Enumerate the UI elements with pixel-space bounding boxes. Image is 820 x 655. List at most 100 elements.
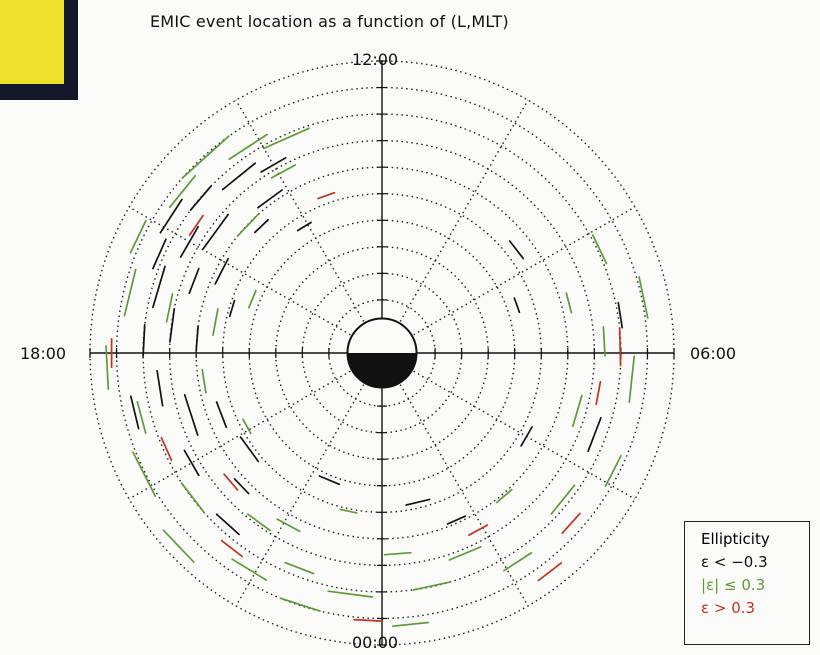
event-segment-neg <box>405 498 431 506</box>
event-segment-lin <box>105 344 110 390</box>
event-segment-neg <box>318 475 341 486</box>
event-segment-lin <box>242 418 252 435</box>
event-segment-neg <box>189 185 212 211</box>
grid-spoke <box>394 375 529 607</box>
grid-spoke <box>128 365 360 500</box>
event-segment-lin <box>495 488 513 504</box>
event-segment-lin <box>565 292 573 314</box>
legend-item-negative: ε < −0.3 <box>701 553 768 571</box>
event-segment-lin <box>247 289 257 309</box>
event-segment-neg <box>214 257 229 285</box>
event-segment-lin <box>236 214 259 237</box>
event-segment-lin <box>263 127 310 150</box>
event-segment-neg <box>513 297 521 314</box>
event-segment-pos <box>220 539 244 558</box>
event-segment-neg <box>156 369 164 407</box>
grid-spoke <box>235 375 370 607</box>
event-segment-lin <box>412 581 451 591</box>
event-segment-neg <box>152 238 167 270</box>
event-segment-lin <box>604 454 622 487</box>
mlt-label-dusk: 18:00 <box>20 344 67 363</box>
grid-spoke <box>128 206 360 341</box>
corner-graphic-fill <box>0 0 64 84</box>
event-segment-neg <box>179 225 200 258</box>
event-segment-pos <box>223 473 239 491</box>
grid-spoke <box>404 365 636 500</box>
event-segment-lin <box>276 518 301 533</box>
mlt-label-dawn: 06:00 <box>690 344 737 363</box>
event-segment-neg <box>221 162 257 191</box>
event-segment-lin <box>339 508 358 514</box>
mlt-label-midnight: 00:00 <box>352 633 399 652</box>
event-segment-neg <box>169 307 176 343</box>
event-segment-pos <box>188 214 204 236</box>
event-segment-neg <box>142 324 146 357</box>
event-segment-neg <box>233 478 250 495</box>
event-segment-lin <box>247 513 271 532</box>
event-segment-lin <box>162 529 195 563</box>
event-segment-lin <box>591 234 608 265</box>
event-segment-lin <box>212 308 219 337</box>
event-segment-lin <box>165 293 174 323</box>
event-segment-lin <box>571 394 583 428</box>
event-segment-lin <box>550 484 576 515</box>
event-segment-pos <box>595 380 602 406</box>
event-segment-lin <box>231 558 268 581</box>
event-segment-pos <box>618 327 622 367</box>
event-segment-neg <box>446 515 467 525</box>
event-segment-lin <box>180 482 206 514</box>
event-segment-pos <box>353 618 383 622</box>
event-segment-neg <box>260 156 287 173</box>
event-segment-pos <box>561 512 581 535</box>
event-segment-neg <box>183 394 199 436</box>
mlt-label-noon: 12:00 <box>352 50 399 69</box>
event-segment-pos <box>317 191 336 200</box>
grid-spoke <box>235 99 370 331</box>
event-segment-pos <box>468 524 489 536</box>
event-segment-lin <box>383 551 412 556</box>
event-segment-lin <box>129 219 147 254</box>
corner-graphic <box>0 0 78 100</box>
event-segment-neg <box>195 325 199 352</box>
event-segment-neg <box>617 301 624 329</box>
event-segment-lin <box>628 355 636 404</box>
event-segment-lin <box>123 268 137 317</box>
event-segment-lin <box>136 400 147 435</box>
event-segment-lin <box>503 552 533 572</box>
event-segment-neg <box>188 267 200 295</box>
event-segment-neg <box>159 198 183 234</box>
event-segment-neg <box>520 426 533 447</box>
event-segment-neg <box>201 213 229 251</box>
event-segment-neg <box>508 240 525 260</box>
event-segment-neg <box>587 416 602 453</box>
event-segment-lin <box>448 546 482 561</box>
event-segment-lin <box>327 590 374 598</box>
event-segment-lin <box>132 451 157 497</box>
event-segment-pos <box>537 562 563 582</box>
event-segment-neg <box>239 436 260 463</box>
event-segment-lin <box>279 597 321 612</box>
grid-spoke <box>404 206 636 341</box>
event-segment-neg <box>183 449 200 477</box>
event-segment-lin <box>638 276 649 319</box>
legend-title: Ellipticity <box>701 530 770 548</box>
event-segment-lin <box>391 621 430 628</box>
event-segment-neg <box>152 265 166 309</box>
event-segment-neg <box>228 299 236 318</box>
event-segment-neg <box>129 395 140 430</box>
event-segment-neg <box>296 221 312 232</box>
earth-nightside <box>347 353 417 388</box>
event-segment-lin <box>602 325 606 357</box>
event-segment-neg <box>254 218 270 234</box>
chart-title: EMIC event location as a function of (L,… <box>150 12 509 31</box>
event-segment-lin <box>168 174 197 209</box>
legend: Ellipticity ε < −0.3 |ε| ≤ 0.3 ε > 0.3 <box>684 521 810 645</box>
event-segment-neg <box>215 513 240 536</box>
legend-item-linear: |ε| ≤ 0.3 <box>701 576 766 594</box>
grid-spoke <box>394 99 529 331</box>
event-segment-lin <box>284 561 315 575</box>
event-segment-lin <box>181 135 230 179</box>
event-segment-lin <box>201 368 207 394</box>
legend-item-positive: ε > 0.3 <box>701 599 756 617</box>
